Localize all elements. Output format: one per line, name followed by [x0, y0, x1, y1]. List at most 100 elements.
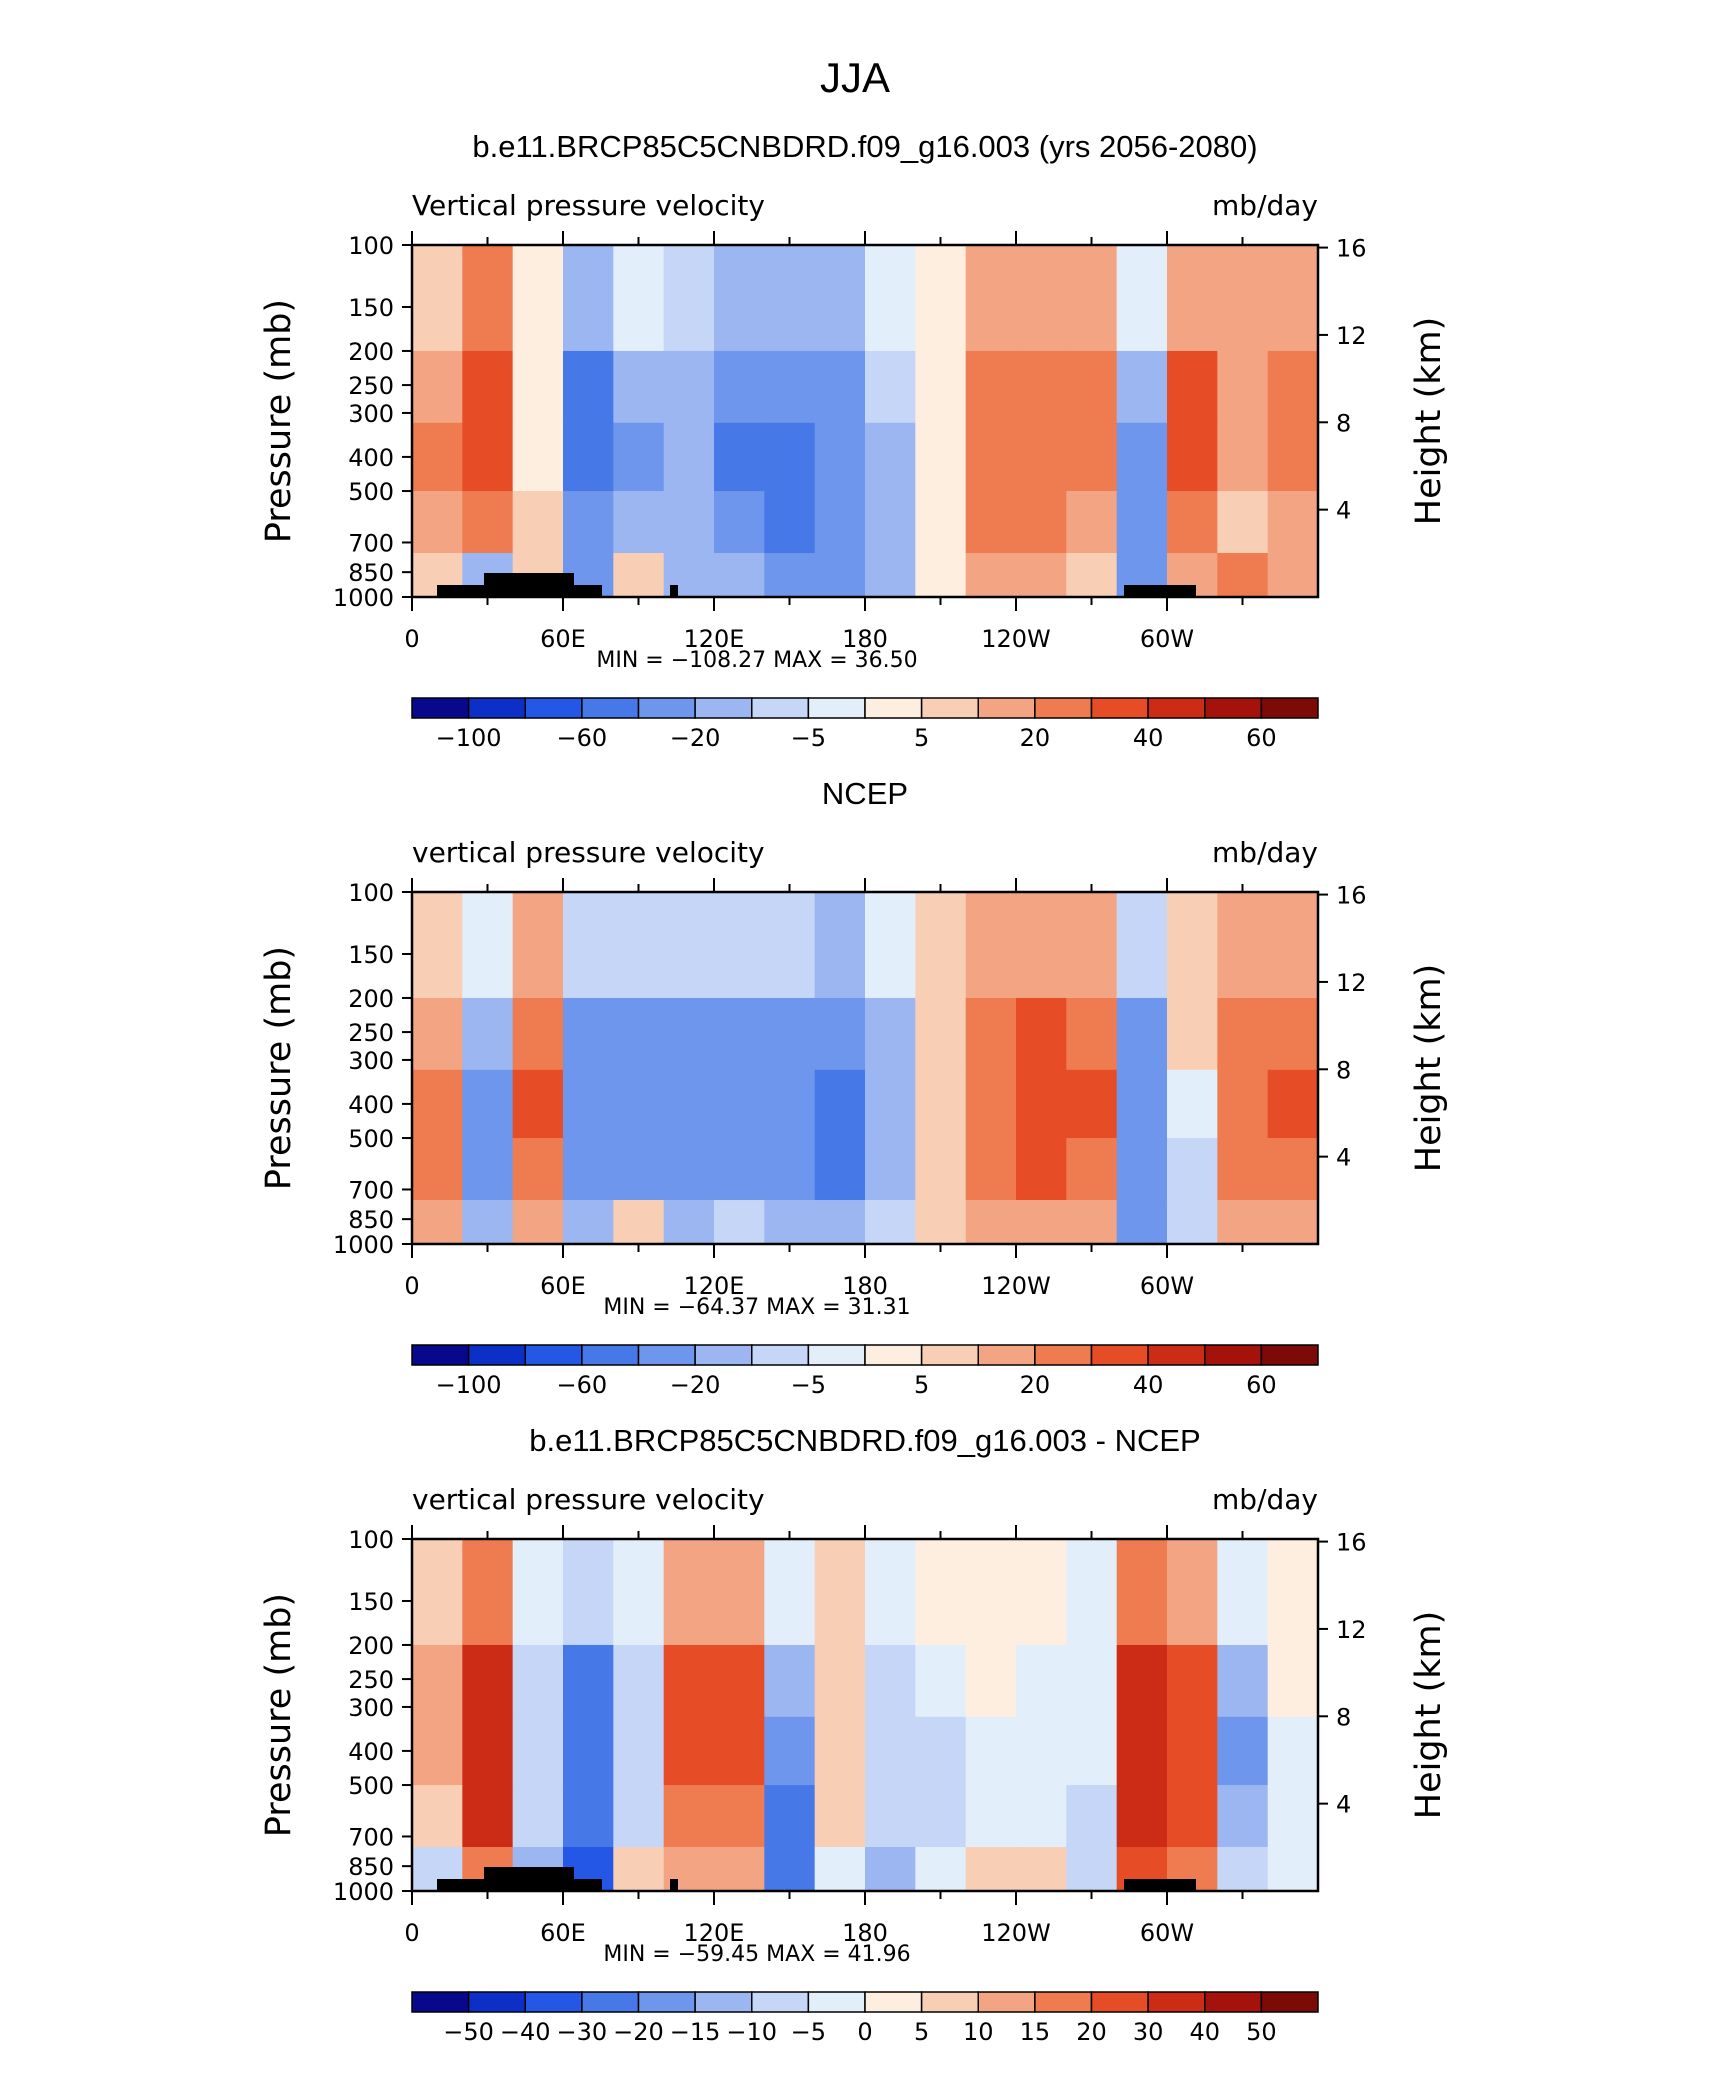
heatmap-cell: [1116, 1785, 1168, 1848]
heatmap-cell: [663, 1539, 715, 1646]
heatmap-cell: [814, 245, 866, 352]
heatmap-cell: [1217, 350, 1269, 424]
heatmap-cell: [764, 1644, 816, 1718]
heatmap-cell: [1167, 997, 1218, 1071]
heatmap-cell: [663, 997, 715, 1071]
variable-label: vertical pressure velocity: [412, 1483, 765, 1516]
heatmap-cell: [965, 1716, 1017, 1786]
heatmap-cell: [1167, 350, 1218, 424]
heatmap-cell: [814, 1716, 866, 1786]
heatmap-cell: [865, 997, 916, 1071]
heatmap-cell: [1217, 1069, 1269, 1139]
heatmap-cell: [462, 1716, 514, 1786]
colorbar-label: −5: [791, 1371, 826, 1399]
y-tick-label: 400: [348, 1091, 394, 1119]
panel-model: b.e11.BRCP85C5CNBDRD.f09_g16.003 (yrs 20…: [259, 129, 1449, 752]
heatmap-cell: [1167, 1716, 1218, 1786]
heatmap-cell: [663, 1716, 715, 1786]
heatmap-cell: [512, 997, 564, 1071]
heatmap-cell: [1016, 245, 1067, 352]
heatmap-cell: [1267, 1847, 1318, 1891]
colorbar-swatch: [637, 1344, 696, 1366]
heatmap-cell: [714, 1847, 765, 1891]
heatmap-cell: [714, 491, 765, 554]
x-tick-label: 180: [842, 1919, 888, 1947]
colorbar-label: 20: [1020, 724, 1051, 752]
heatmap-cell: [1267, 1785, 1318, 1848]
heatmap-cell: [613, 1716, 665, 1786]
y-tick-label: 500: [348, 1125, 394, 1153]
colorbar-swatch: [411, 1344, 470, 1366]
colorbar-swatch: [524, 1344, 583, 1366]
y-tick-label: 500: [348, 478, 394, 506]
colorbar-swatch: [524, 1991, 583, 2013]
colorbar-swatch: [1204, 697, 1263, 719]
colorbar-label: 60: [1246, 724, 1277, 752]
colorbar-swatch: [467, 697, 526, 719]
colorbar-swatch: [807, 1344, 866, 1366]
heatmap-cell: [462, 422, 514, 492]
colorbar-label: 60: [1246, 1371, 1277, 1399]
heatmap-cell: [915, 1539, 967, 1646]
colorbar-label: −20: [670, 1371, 721, 1399]
colorbar-label: 30: [1133, 2018, 1164, 2046]
heatmap-cell: [663, 1644, 715, 1718]
y-tick-label: 100: [348, 879, 394, 907]
colorbar-label: 5: [914, 724, 929, 752]
colorbar-swatch: [1260, 1344, 1319, 1366]
colorbar: −100 −60 −20 −5 5 20 40 60: [411, 1344, 1319, 1399]
y2-tick-label: 8: [1336, 1703, 1351, 1731]
heatmap-cell: [1267, 553, 1318, 597]
heatmap-cell: [714, 1069, 765, 1139]
colorbar-label: −20: [670, 724, 721, 752]
heatmap-cell: [1066, 1716, 1118, 1786]
colorbar-swatch: [1204, 1991, 1263, 2013]
heatmap-cell: [814, 1785, 866, 1848]
heatmap-cell: [1167, 1539, 1218, 1646]
heatmap-cell: [965, 245, 1017, 352]
colorbar-swatch: [977, 1991, 1036, 2013]
heatmap-cell: [865, 350, 916, 424]
heatmap-cell: [764, 1069, 816, 1139]
y-axis-label: Pressure (mb): [259, 1593, 299, 1837]
colorbar-label: −10: [726, 2018, 777, 2046]
heatmap-cell: [1167, 245, 1218, 352]
heatmap-cell: [1116, 491, 1168, 554]
y-tick-label: 1000: [333, 584, 394, 612]
season-title: JJA: [820, 54, 890, 101]
heatmap-cell: [512, 422, 564, 492]
heatmap-cell: [1066, 1644, 1118, 1718]
heatmap-cell: [865, 1716, 916, 1786]
y-tick-label: 100: [348, 1526, 394, 1554]
heatmap-cell: [1217, 491, 1269, 554]
heatmap-cell: [1066, 1069, 1118, 1139]
colorbar-swatch: [411, 1991, 470, 2013]
heatmap-cell: [1167, 1138, 1218, 1201]
heatmap-cell: [1167, 1200, 1218, 1244]
y-tick-label: 200: [348, 338, 394, 366]
y-tick-label: 850: [348, 1206, 394, 1234]
heatmap-cell: [412, 1539, 463, 1646]
units-label: mb/day: [1212, 1483, 1318, 1516]
heatmap-cell: [1267, 1069, 1318, 1139]
heatmap-cell: [1267, 245, 1318, 352]
y-tick-label: 250: [348, 1019, 394, 1047]
heatmap-cell: [1217, 553, 1269, 597]
topography-block: [502, 585, 602, 597]
heatmap-cell: [965, 1138, 1017, 1201]
colorbar-label: −50: [443, 2018, 494, 2046]
heatmap-cell: [714, 1716, 765, 1786]
heatmap-cell: [915, 422, 967, 492]
colorbar-label: 5: [914, 2018, 929, 2046]
heatmap-cell: [462, 1785, 514, 1848]
heatmap-cell: [1116, 1644, 1168, 1718]
y-tick-label: 850: [348, 559, 394, 587]
heatmap-cell: [563, 1069, 614, 1139]
colorbar-swatch: [1147, 1344, 1206, 1366]
heatmap-cell: [764, 491, 816, 554]
heatmap-cell: [563, 422, 614, 492]
y2-tick-label: 16: [1336, 1529, 1367, 1557]
heatmap-cell: [1267, 1716, 1318, 1786]
topography-block: [1124, 585, 1196, 597]
